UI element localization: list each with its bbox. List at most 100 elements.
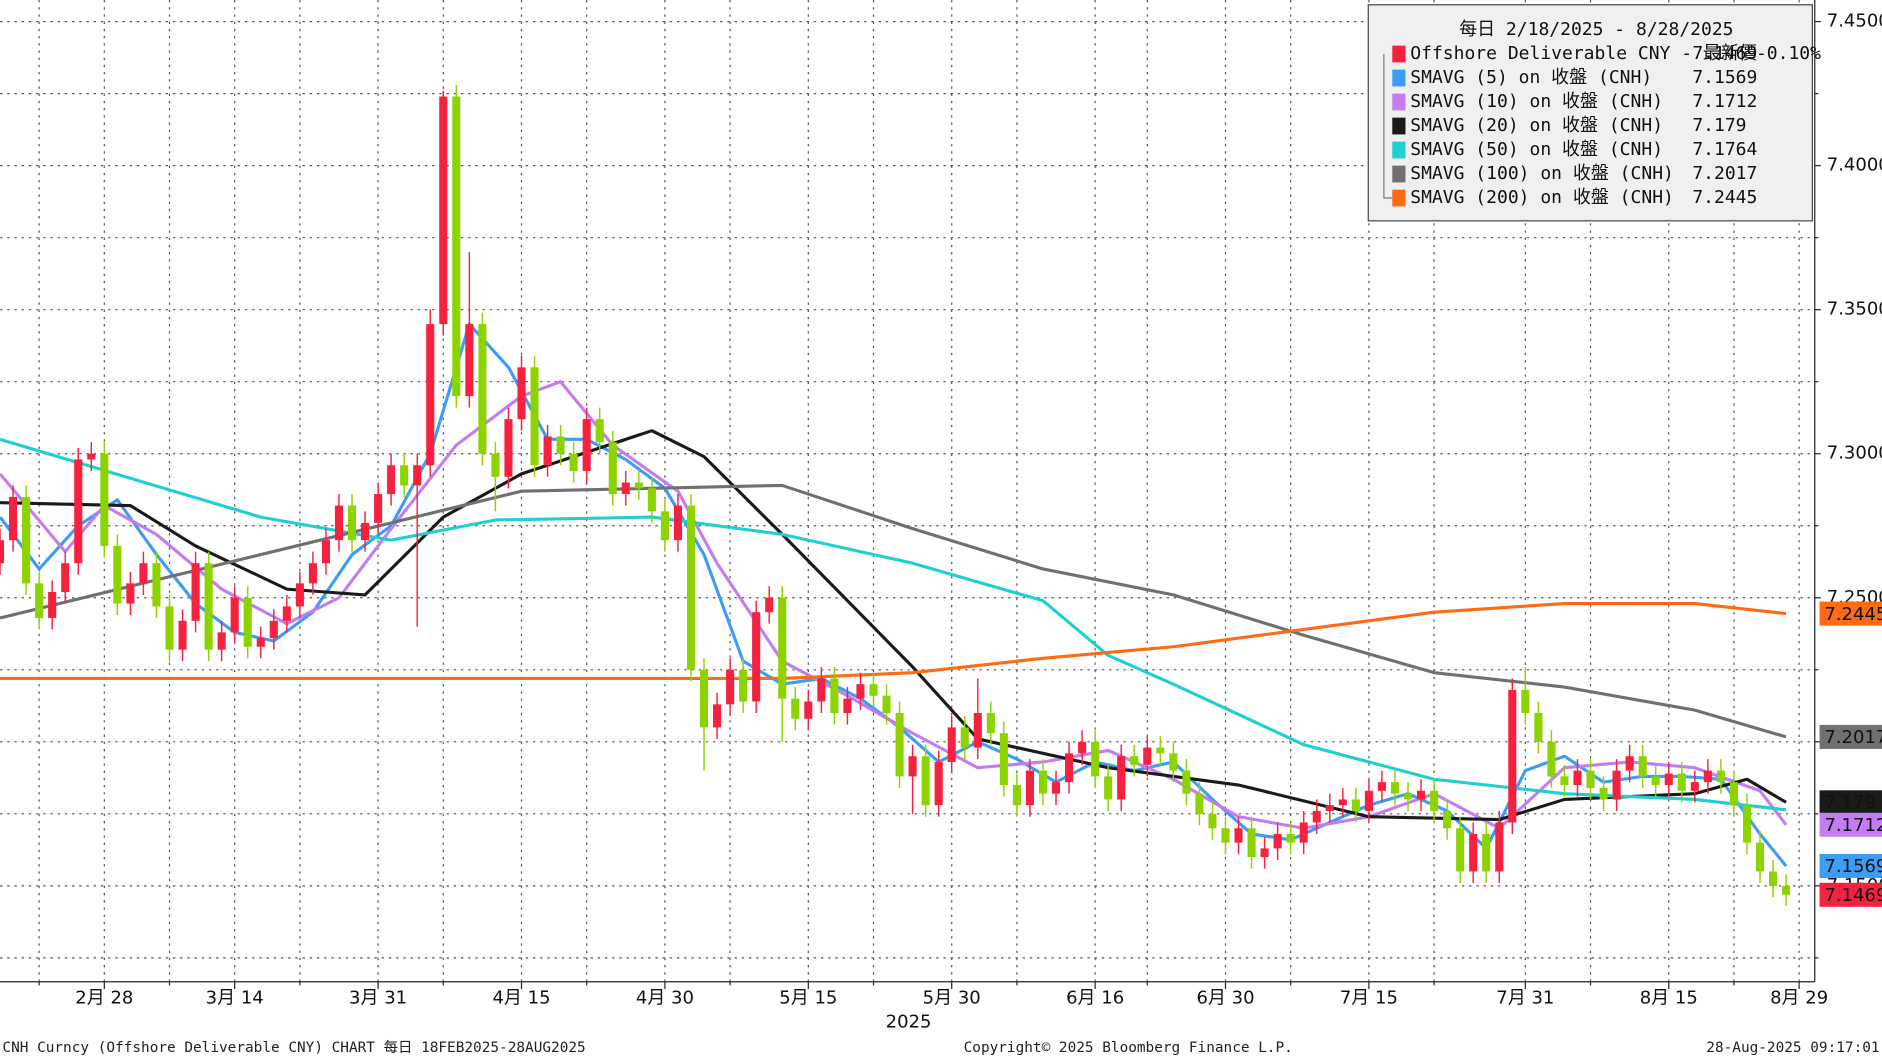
candle-body (256, 638, 265, 647)
candle-body (1038, 770, 1048, 794)
footer-left: CNH Curncy (Offshore Deliverable CNY) CH… (2, 1039, 585, 1056)
legend-swatch (1392, 69, 1406, 87)
candle-body (191, 563, 200, 621)
series-tag (1819, 812, 1882, 837)
legend-swatch (1392, 189, 1406, 207)
legend-value: 7.2445 (1692, 187, 1757, 208)
candle-body (713, 704, 722, 728)
candle-body (882, 695, 891, 714)
candle-body (400, 465, 409, 486)
candle-body (686, 505, 696, 670)
series-tag (1819, 601, 1882, 626)
candle-body (48, 592, 57, 618)
ma-line (0, 437, 1787, 812)
candles (0, 84, 1791, 907)
ma-line (0, 483, 1787, 739)
x-tick-label: 3月 14 (206, 988, 264, 1009)
candle-body (895, 713, 904, 777)
candle-body (647, 488, 656, 512)
y-tick-label: 7.3500 (1827, 299, 1882, 320)
candle-body (439, 96, 448, 325)
x-tick-label: 7月 31 (1496, 988, 1554, 1009)
price-tags: 7.17647.20177.24457.1797.17127.15697.146… (1819, 601, 1882, 907)
legend-label: SMAVG (50) on 收盤 (CNH) (1410, 139, 1663, 160)
candle-body (1560, 776, 1569, 786)
candle-body (35, 583, 44, 618)
legend-box (1367, 4, 1813, 222)
candle-body (1716, 770, 1725, 783)
candle-body (608, 442, 617, 495)
legend-label: SMAVG (100) on 收盤 (CNH) (1410, 163, 1674, 184)
candle-body (1195, 793, 1204, 814)
candle-body (178, 620, 187, 650)
candle-body (947, 727, 956, 762)
candle-body (1469, 833, 1478, 872)
legend-label: SMAVG (5) on 收盤 (CNH) (1410, 67, 1652, 88)
y-tick-label: 7.4000 (1827, 155, 1882, 176)
candle-body (1403, 793, 1413, 800)
x-tick-label: 7月 15 (1340, 988, 1398, 1009)
x-tick-label: 8月 29 (1770, 988, 1828, 1009)
candle-body (269, 620, 278, 639)
x-tick-label: 4月 15 (492, 988, 550, 1009)
candle-body (204, 563, 213, 650)
candle-body (334, 505, 344, 541)
series-tag-label: 7.2445 (1824, 604, 1882, 625)
legend-label: Offshore Deliverable CNY - 最新價 (1410, 43, 1757, 64)
candle-tag (1819, 882, 1882, 907)
series-tag-label: 7.179 (1824, 793, 1876, 814)
candle-body (660, 511, 669, 541)
candle-body (960, 727, 969, 748)
candle-body (1612, 770, 1621, 800)
legend-tree (1383, 54, 1393, 199)
candle-body (973, 713, 982, 748)
candle-body (361, 522, 370, 541)
series-tag (1819, 853, 1882, 878)
candle-body (1260, 848, 1269, 858)
candle-body (1117, 756, 1126, 800)
candle-body (1417, 790, 1426, 800)
candle-body (1677, 773, 1686, 791)
candle-body (921, 756, 930, 806)
candle-body (87, 453, 96, 460)
legend-label: SMAVG (20) on 收盤 (CNH) (1410, 115, 1663, 136)
series-tag (1819, 790, 1882, 815)
candle-body (1182, 770, 1191, 794)
candle-body (1573, 770, 1582, 786)
axes: 7.45007.40007.35007.30007.25007.20007.15… (38, 11, 1882, 1009)
legend-value: 7.1569 (1692, 67, 1757, 88)
ma-line (0, 601, 1787, 681)
candle-body (243, 597, 252, 647)
candle-body (869, 684, 878, 696)
candle-body (152, 563, 161, 607)
legend-header: 每日 2/18/2025 - 8/28/2025 (1459, 19, 1733, 40)
candle-body (1156, 747, 1165, 754)
candle-body (739, 669, 748, 702)
footer-right: 28-Aug-2025 09:17:01 (1706, 1040, 1879, 1056)
candle-body (1742, 805, 1752, 843)
candle-body (308, 563, 317, 584)
candle-body (1104, 776, 1113, 800)
x-tick-label: 4月 30 (636, 988, 694, 1009)
candle-body (1599, 787, 1608, 800)
candle-body (1664, 773, 1673, 786)
candle-body (1338, 799, 1347, 806)
candle-body (1364, 790, 1373, 811)
legend-value: 7.1764 (1692, 139, 1757, 160)
candle-body (1430, 790, 1439, 811)
candle-body (1247, 828, 1256, 858)
candle-body (465, 324, 474, 397)
candle-body (282, 606, 291, 621)
candle-body (1078, 741, 1087, 754)
x-tick-label: 6月 16 (1066, 988, 1124, 1009)
candle-body (673, 505, 682, 541)
legend-value: 7.1712 (1692, 91, 1757, 112)
candle-body (100, 453, 109, 546)
candle-body (1065, 753, 1074, 783)
legend-swatch (1392, 141, 1406, 159)
candle-body (1299, 822, 1308, 843)
candle-body (543, 436, 552, 466)
legend-value: 7.2017 (1692, 163, 1757, 184)
legend-swatch (1392, 45, 1406, 63)
